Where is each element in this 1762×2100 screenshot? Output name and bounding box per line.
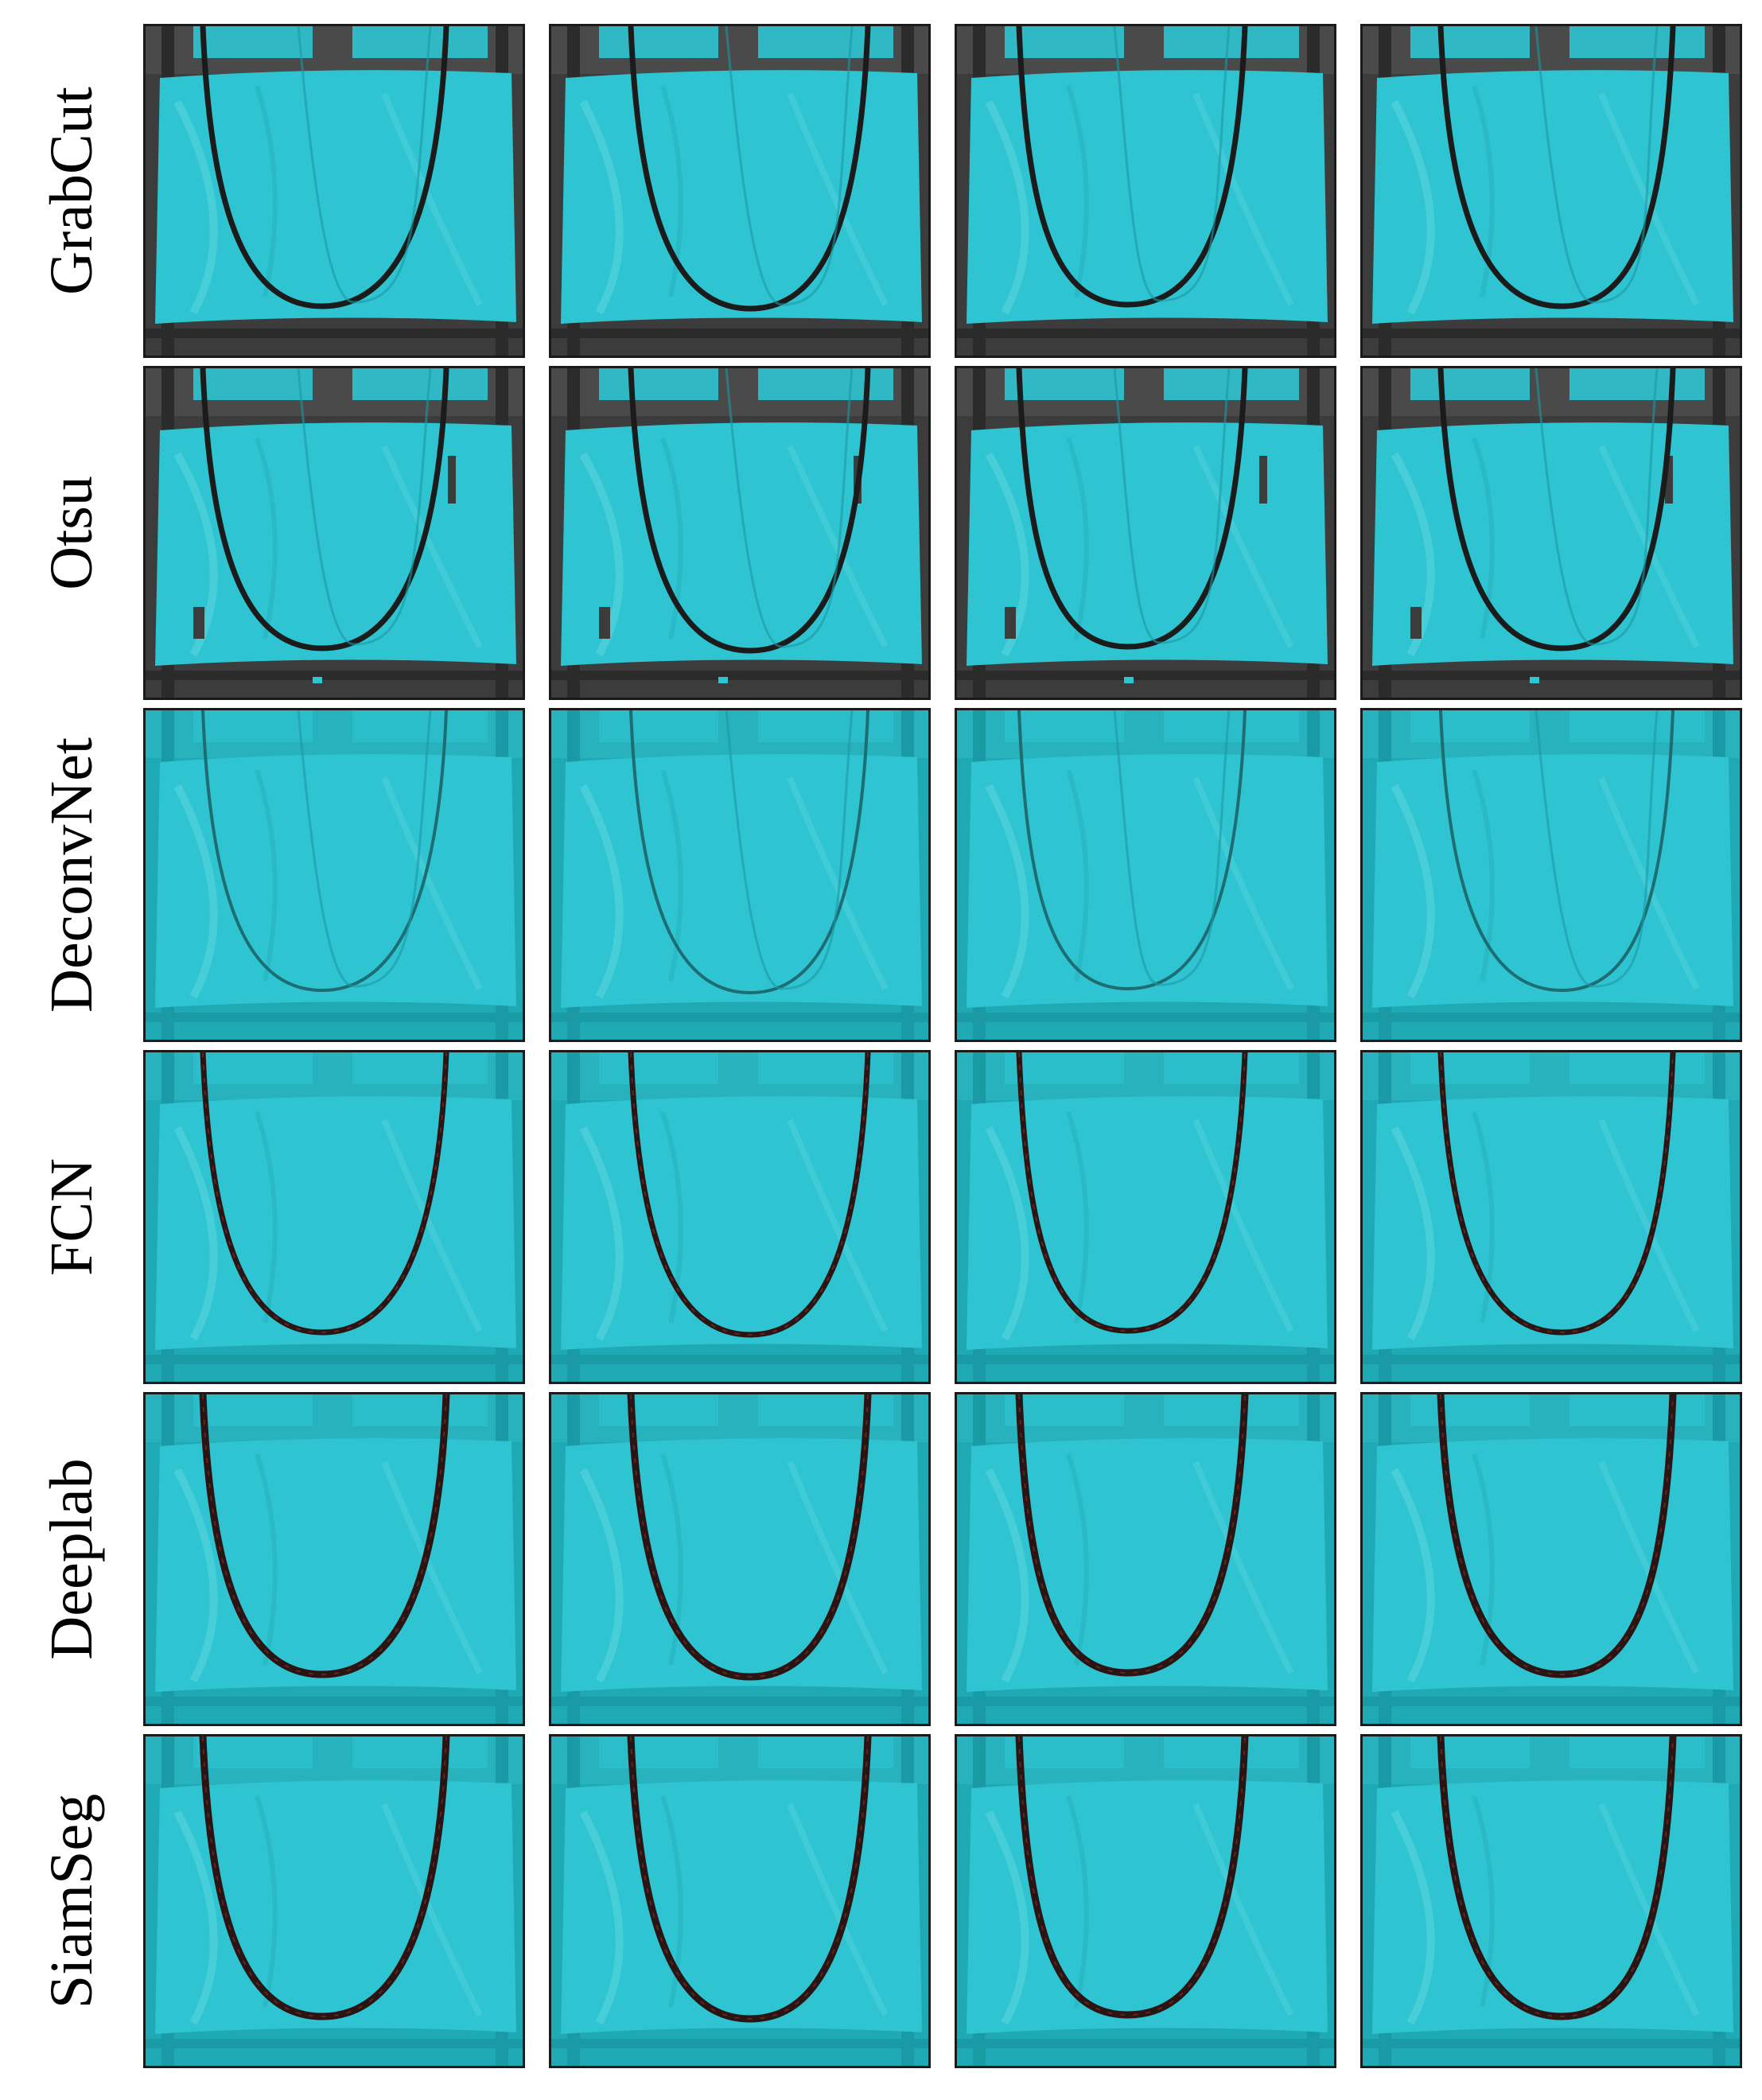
result-image-fcn-2 bbox=[549, 1050, 931, 1384]
row-label-siamseg: SiamSeg bbox=[37, 1793, 105, 2009]
result-image-deconvnet-4 bbox=[1360, 708, 1742, 1042]
result-image-deconvnet-2 bbox=[549, 708, 931, 1042]
result-image-grabcut-1 bbox=[143, 24, 525, 358]
result-image-fcn-4 bbox=[1360, 1050, 1742, 1384]
row-label-grabcut: GrabCut bbox=[37, 87, 105, 295]
row-label-fcn: FCN bbox=[37, 1158, 105, 1276]
row-label-otsu: Otsu bbox=[37, 476, 105, 590]
result-image-siamseg-1 bbox=[143, 1734, 525, 2068]
result-image-deeplab-3 bbox=[955, 1392, 1336, 1726]
result-image-otsu-1 bbox=[143, 366, 525, 700]
result-image-otsu-4 bbox=[1360, 366, 1742, 700]
row-label-deeplab: Deeplab bbox=[37, 1458, 105, 1660]
result-image-deconvnet-1 bbox=[143, 708, 525, 1042]
result-image-otsu-2 bbox=[549, 366, 931, 700]
result-image-fcn-3 bbox=[955, 1050, 1336, 1384]
result-image-siamseg-2 bbox=[549, 1734, 931, 2068]
result-image-deeplab-2 bbox=[549, 1392, 931, 1726]
row-label-deconvnet: DeconvNet bbox=[37, 737, 105, 1013]
result-image-grabcut-4 bbox=[1360, 24, 1742, 358]
result-image-grabcut-2 bbox=[549, 24, 931, 358]
result-image-otsu-3 bbox=[955, 366, 1336, 700]
result-image-deeplab-4 bbox=[1360, 1392, 1742, 1726]
result-image-deeplab-1 bbox=[143, 1392, 525, 1726]
result-image-siamseg-3 bbox=[955, 1734, 1336, 2068]
result-image-grabcut-3 bbox=[955, 24, 1336, 358]
result-image-deconvnet-3 bbox=[955, 708, 1336, 1042]
result-image-fcn-1 bbox=[143, 1050, 525, 1384]
result-image-siamseg-4 bbox=[1360, 1734, 1742, 2068]
